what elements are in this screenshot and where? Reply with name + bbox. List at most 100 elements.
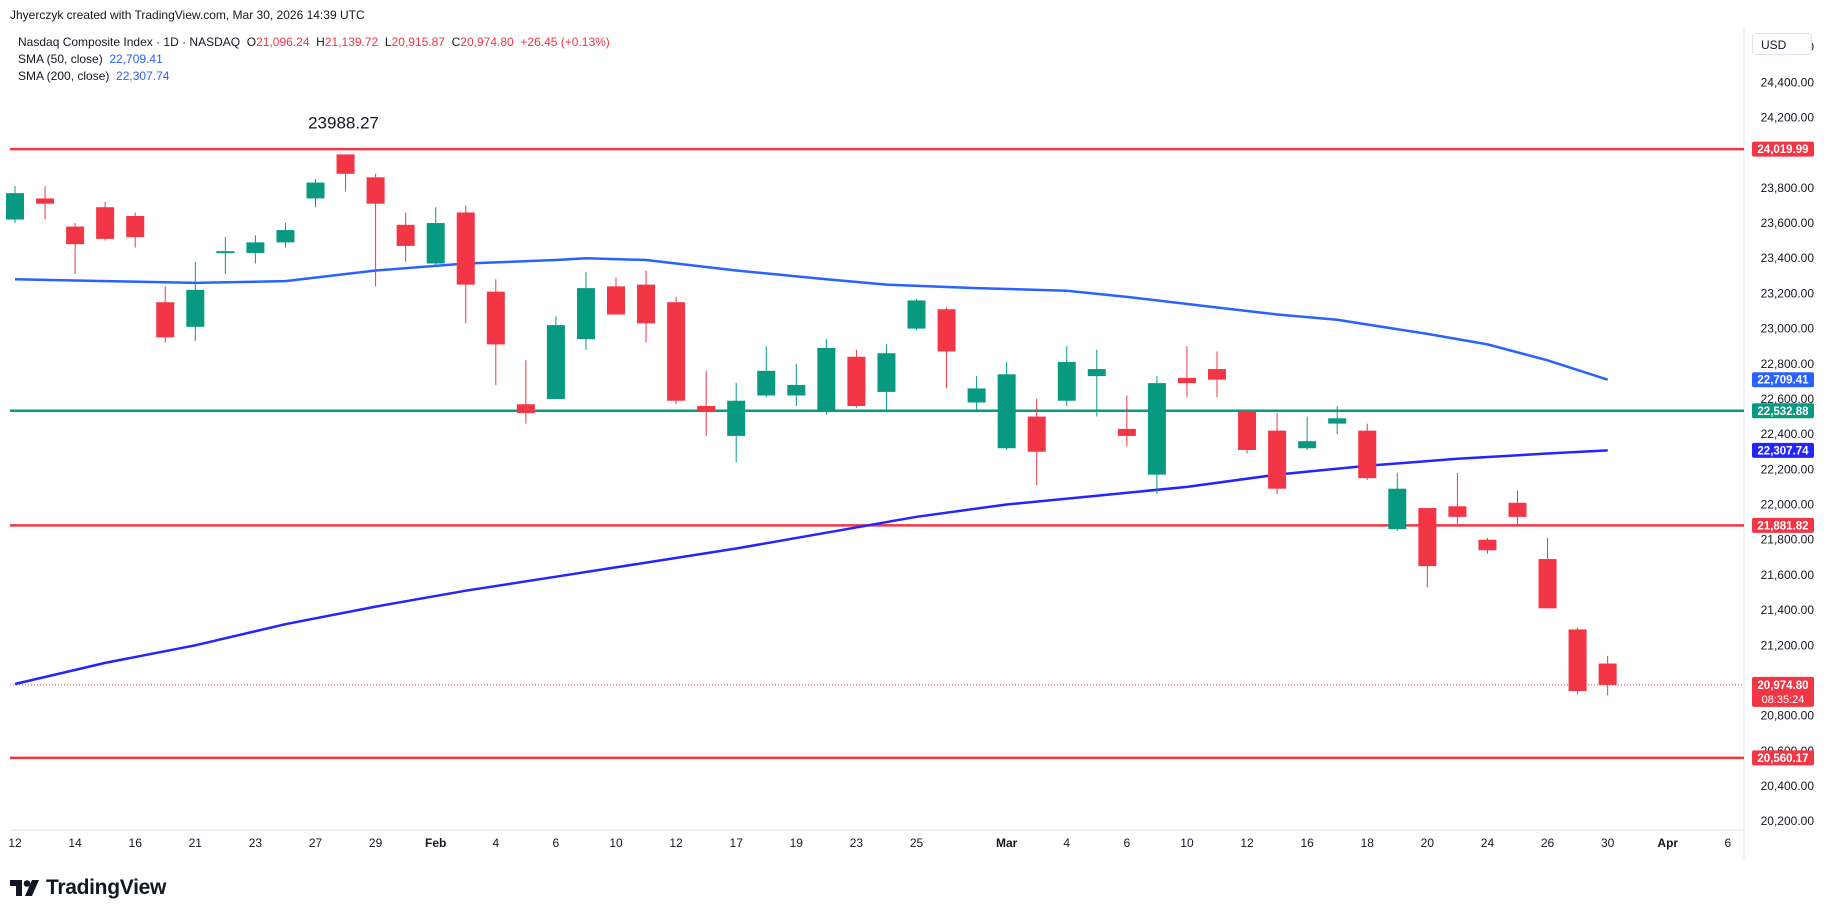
high-annotation: 23988.27: [308, 114, 379, 133]
candle-body: [1117, 428, 1136, 436]
x-tick-label: 18: [1361, 836, 1375, 850]
tradingview-logo-icon: [10, 880, 39, 896]
y-tick-label: 21,800.00: [1761, 533, 1815, 547]
candle-body: [757, 370, 776, 396]
candle-body: [877, 353, 896, 392]
sma200-tag-text: 22,307.74: [1757, 445, 1809, 457]
x-tick-label: 12: [1240, 836, 1254, 850]
x-tick-label: Apr: [1657, 836, 1678, 850]
price-axis[interactable]: 24,600.0024,400.0024,200.0023,800.0023,6…: [1761, 40, 1815, 828]
x-tick-label: 30: [1601, 836, 1615, 850]
candle-body: [1358, 430, 1377, 479]
candle-body: [486, 291, 505, 345]
x-tick-label: 27: [309, 836, 323, 850]
last-price-tag-bg: [1752, 676, 1814, 707]
legend-ohlc-row[interactable]: Nasdaq Composite Index · 1D · NASDAQ O21…: [18, 34, 610, 51]
y-tick-label: 23,800.00: [1761, 181, 1815, 195]
candle-body: [727, 400, 746, 436]
candle-body: [366, 177, 385, 204]
candle-body: [246, 242, 265, 253]
level-tag-bg: [1752, 517, 1814, 533]
candle-body: [1027, 416, 1046, 452]
y-tick-label: 22,800.00: [1761, 357, 1815, 371]
level-tag-text: 20,560.17: [1757, 753, 1808, 765]
high-label: H: [316, 35, 325, 49]
candle-body: [1388, 488, 1407, 530]
candle-body: [576, 288, 595, 340]
x-tick-label: 10: [1180, 836, 1194, 850]
symbol-label[interactable]: Nasdaq Composite Index · 1D · NASDAQ: [18, 35, 241, 49]
candle-body: [1298, 441, 1317, 449]
candle-body: [96, 207, 115, 239]
candle-body: [306, 182, 325, 199]
x-tick-label: 26: [1541, 836, 1555, 850]
candles: [6, 154, 1617, 696]
candle-body: [907, 300, 926, 329]
sma50-label: SMA (50, close): [18, 52, 103, 66]
y-tick-label: 20,200.00: [1761, 814, 1815, 828]
y-tick-label: 21,200.00: [1761, 638, 1815, 652]
candle-body: [967, 388, 986, 403]
candle-body: [1147, 383, 1166, 475]
y-tick-label: 21,600.00: [1761, 568, 1815, 582]
legend-sma200-row[interactable]: SMA (200, close) 22,307.74: [18, 68, 610, 85]
candle-body: [667, 302, 686, 401]
y-tick-label: 21,400.00: [1761, 603, 1815, 617]
close-value: 20,974.80: [460, 35, 514, 49]
level-tag-bg: [1752, 141, 1814, 157]
x-tick-label: 12: [669, 836, 683, 850]
y-tick-label: 20,800.00: [1761, 709, 1815, 723]
y-tick-label: 24,200.00: [1761, 110, 1815, 124]
candle-body: [1057, 362, 1076, 401]
x-tick-label: 12: [8, 836, 22, 850]
candle-body: [1448, 506, 1467, 517]
candle-body: [937, 309, 956, 352]
y-tick-label: 24,400.00: [1761, 75, 1815, 89]
sma200-label: SMA (200, close): [18, 69, 110, 83]
legend-sma50-row[interactable]: SMA (50, close) 22,709.41: [18, 51, 610, 68]
level-tag-bg: [1752, 750, 1814, 766]
y-tick-label: 22,400.00: [1761, 427, 1815, 441]
x-tick-label: 6: [1124, 836, 1131, 850]
low-label: L: [384, 35, 392, 49]
high-value: 21,139.72: [324, 35, 379, 49]
open-label: O: [246, 35, 257, 49]
x-tick-label: 23: [850, 836, 864, 850]
annotations: 23988.27: [308, 114, 379, 133]
x-tick-label: 29: [369, 836, 383, 850]
legend: Nasdaq Composite Index · 1D · NASDAQ O21…: [18, 34, 610, 85]
candle-body: [1208, 369, 1226, 380]
x-tick-label: 17: [730, 836, 744, 850]
level-tag-bg: [1752, 403, 1814, 419]
candle-body: [637, 284, 656, 324]
candle-body: [426, 223, 445, 264]
x-tick-label: 4: [1063, 836, 1070, 850]
y-tick-label: 23,000.00: [1761, 322, 1815, 336]
change-value: +26.45 (+0.13%): [520, 35, 610, 49]
candle-body: [456, 212, 475, 285]
candle-body: [1568, 629, 1587, 692]
tradingview-wordmark: TradingView: [46, 876, 167, 899]
horizontal-levels: [10, 147, 1744, 760]
candle-body: [1328, 418, 1347, 424]
candle-body: [997, 374, 1016, 449]
time-axis[interactable]: 12 14 16 21 23 27 29 Feb 4 6 10 12 17 19 23 25 Mar 4 6 10 12…: [8, 836, 1731, 850]
close-label: C: [451, 35, 461, 49]
chart-attribution: Jhyerczyk created with TradingView.com, …: [10, 8, 365, 22]
candle-body: [156, 302, 175, 338]
level-tag-text: 24,019.99: [1757, 144, 1808, 156]
sma50-tag-bg: [1752, 372, 1814, 388]
x-tick-label: 16: [1300, 836, 1314, 850]
last-price-tag-text: 20,974.80: [1757, 680, 1808, 692]
open-value: 21,096.24: [256, 35, 310, 49]
y-tick-label: 20,400.00: [1761, 779, 1815, 793]
sma200-tag-bg: [1752, 442, 1814, 458]
tradingview-logo[interactable]: TradingView: [10, 876, 166, 900]
currency-selector[interactable]: USD: [1752, 33, 1812, 55]
candle-body: [1268, 430, 1287, 489]
y-tick-label: 23,400.00: [1761, 251, 1815, 265]
candle-body: [1418, 508, 1437, 567]
candle-body: [1598, 663, 1617, 685]
x-tick-label: 4: [492, 836, 499, 850]
